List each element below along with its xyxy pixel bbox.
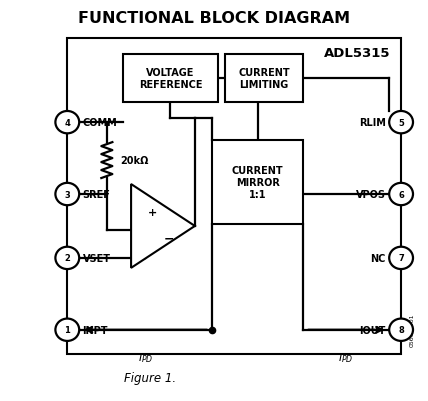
Circle shape (55, 183, 79, 206)
Text: RLIM: RLIM (359, 118, 386, 128)
Text: 4: 4 (64, 118, 70, 128)
Text: 05694-001: 05694-001 (410, 312, 415, 346)
Text: $I_{PD}$: $I_{PD}$ (138, 350, 153, 364)
Text: 8: 8 (398, 326, 404, 334)
Text: 3: 3 (65, 190, 70, 199)
Text: +: + (148, 207, 157, 217)
Text: CURRENT
LIMITING: CURRENT LIMITING (238, 68, 290, 90)
Text: CURRENT
MIRROR
1:1: CURRENT MIRROR 1:1 (232, 166, 283, 199)
Text: 6: 6 (398, 190, 404, 199)
Text: SREF: SREF (83, 190, 110, 200)
Text: VSET: VSET (83, 253, 110, 263)
Text: VPOS: VPOS (356, 190, 386, 200)
Text: 5: 5 (398, 118, 404, 128)
Text: VOLTAGE
REFERENCE: VOLTAGE REFERENCE (139, 68, 202, 90)
Text: Figure 1.: Figure 1. (124, 371, 176, 384)
Text: $I_{PD}$: $I_{PD}$ (339, 350, 354, 364)
Circle shape (389, 112, 413, 134)
Circle shape (389, 183, 413, 206)
Circle shape (389, 319, 413, 341)
Text: −: − (164, 232, 175, 245)
Text: 20kΩ: 20kΩ (120, 156, 149, 166)
Text: 2: 2 (64, 254, 70, 263)
Text: INPT: INPT (83, 325, 108, 335)
Circle shape (389, 247, 413, 269)
Polygon shape (131, 184, 195, 268)
Text: ADL5315: ADL5315 (324, 47, 390, 59)
Text: NC: NC (370, 253, 386, 263)
Circle shape (55, 247, 79, 269)
Bar (225, 55, 303, 103)
Bar (212, 141, 303, 225)
Text: IOUT: IOUT (360, 325, 386, 335)
Bar (67, 39, 401, 354)
Text: FUNCTIONAL BLOCK DIAGRAM: FUNCTIONAL BLOCK DIAGRAM (78, 11, 350, 26)
Circle shape (55, 319, 79, 341)
Circle shape (55, 112, 79, 134)
Text: 1: 1 (64, 326, 70, 334)
Bar (122, 55, 218, 103)
Text: 7: 7 (398, 254, 404, 263)
Text: COMM: COMM (83, 118, 117, 128)
